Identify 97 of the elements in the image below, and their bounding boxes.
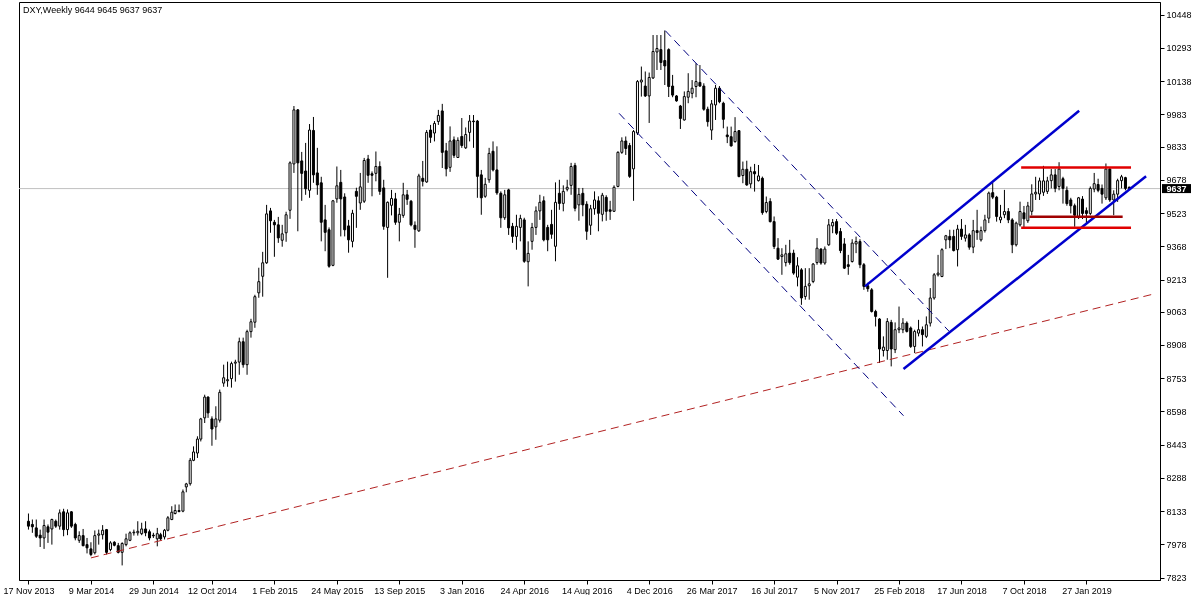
ref-line-label: 9637 [1166, 183, 1187, 194]
candlestick [393, 192, 397, 226]
y-tick-label: 7978 [1166, 539, 1187, 550]
x-tick-label: 9 Mar 2014 [68, 585, 115, 596]
candlestick [514, 214, 518, 251]
candlestick [663, 30, 667, 86]
candlestick [643, 70, 647, 98]
x-tick-label: 17 Nov 2013 [3, 585, 55, 596]
candlestick [823, 246, 827, 266]
candlestick [913, 329, 917, 354]
candlestick [42, 519, 46, 550]
x-tick-label: 3 Jan 2016 [440, 585, 485, 596]
y-tick-label: 8288 [1166, 473, 1187, 484]
candlestick [132, 529, 136, 537]
y-tick-label: 8598 [1166, 406, 1187, 417]
candlestick [604, 194, 608, 222]
candlestick [956, 224, 960, 267]
y-tick-label: 8908 [1166, 340, 1187, 351]
candlestick [272, 219, 276, 258]
candlestick [1022, 205, 1026, 229]
y-tick-label: 10138 [1166, 76, 1192, 87]
x-tick-label: 24 May 2015 [311, 585, 364, 596]
candlestick [276, 216, 280, 244]
candlestick [944, 234, 948, 250]
candlestick [226, 361, 230, 388]
candlestick [721, 101, 725, 129]
candlestick [909, 325, 913, 349]
candlestick [1081, 195, 1084, 220]
candlestick [85, 537, 89, 554]
chart-title: DXY,Weekly 9644 9645 9637 9637 [23, 5, 163, 15]
y-tick-label: 9678 [1166, 175, 1187, 186]
candlestick [354, 187, 358, 229]
candlestick [792, 249, 796, 276]
y-tick-label: 9833 [1166, 142, 1187, 153]
candlestick [93, 529, 97, 555]
candlestick [222, 364, 226, 388]
x-tick-label: 29 Jun 2014 [129, 585, 179, 596]
y-tick-label: 10448 [1166, 10, 1192, 21]
candlestick [827, 218, 831, 247]
x-tick-label: 26 Mar 2017 [686, 585, 738, 596]
candlestick [995, 195, 999, 223]
candlestick [1002, 189, 1006, 219]
x-tick-label: 5 Nov 2017 [814, 585, 861, 596]
candlestick [807, 267, 811, 301]
candlestick [62, 508, 66, 537]
candlestick [780, 247, 784, 276]
y-tick-label: 9983 [1166, 109, 1187, 120]
candlestick [850, 238, 854, 264]
candlestick [401, 182, 405, 219]
candlestick [682, 90, 686, 122]
candlestick [229, 361, 233, 389]
candlestick [694, 62, 698, 98]
x-tick-label: 25 Feb 2018 [874, 585, 925, 596]
x-tick-label: 24 Apr 2016 [500, 585, 550, 596]
candlestick [46, 523, 50, 544]
x-tick-label: 17 Jun 2018 [937, 585, 987, 596]
candlestick [745, 160, 749, 187]
candlestick [749, 166, 753, 189]
candlestick [561, 184, 565, 212]
y-tick-label: 7823 [1166, 573, 1187, 584]
x-tick-label: 16 Jul 2017 [751, 585, 798, 596]
candlestick [34, 519, 38, 539]
candlestick [1116, 178, 1120, 203]
x-tick-label: 1 Feb 2015 [252, 585, 298, 596]
candlestick [50, 518, 54, 546]
candlestick [66, 508, 69, 536]
candlestick [1038, 177, 1042, 201]
y-tick-label: 9523 [1166, 208, 1187, 219]
candlestick [920, 326, 924, 347]
candlestick [1049, 168, 1053, 189]
candlestick [464, 126, 468, 150]
y-tick-label: 9063 [1166, 307, 1187, 318]
candlestick [468, 114, 472, 142]
candlestick [237, 337, 241, 376]
y-tick-label: 9368 [1166, 241, 1187, 252]
candlestick [600, 192, 604, 222]
x-tick-label: 27 Jan 2019 [1062, 585, 1112, 596]
candlestick [803, 267, 807, 301]
candlestick [596, 195, 600, 232]
candlestick [948, 229, 952, 249]
candlestick [870, 287, 874, 314]
y-tick-label: 10293 [1166, 43, 1192, 54]
x-tick-label: 12 Oct 2014 [187, 585, 237, 596]
y-tick-label: 8133 [1166, 506, 1187, 517]
candlestick [432, 120, 436, 142]
candlestick [206, 395, 210, 419]
y-tick-label: 8443 [1166, 440, 1187, 451]
x-tick-label: 13 Sep 2015 [374, 585, 426, 596]
x-tick-label: 4 Dec 2016 [626, 585, 673, 596]
candlestick [924, 315, 928, 339]
x-tick-label: 14 Aug 2016 [561, 585, 613, 596]
candlestick [155, 527, 159, 547]
candlestick [58, 508, 62, 531]
y-tick-label: 9213 [1166, 275, 1187, 286]
y-tick-label: 8753 [1166, 373, 1187, 384]
x-tick-label: 7 Oct 2018 [1002, 585, 1047, 596]
candlestick [339, 169, 343, 237]
